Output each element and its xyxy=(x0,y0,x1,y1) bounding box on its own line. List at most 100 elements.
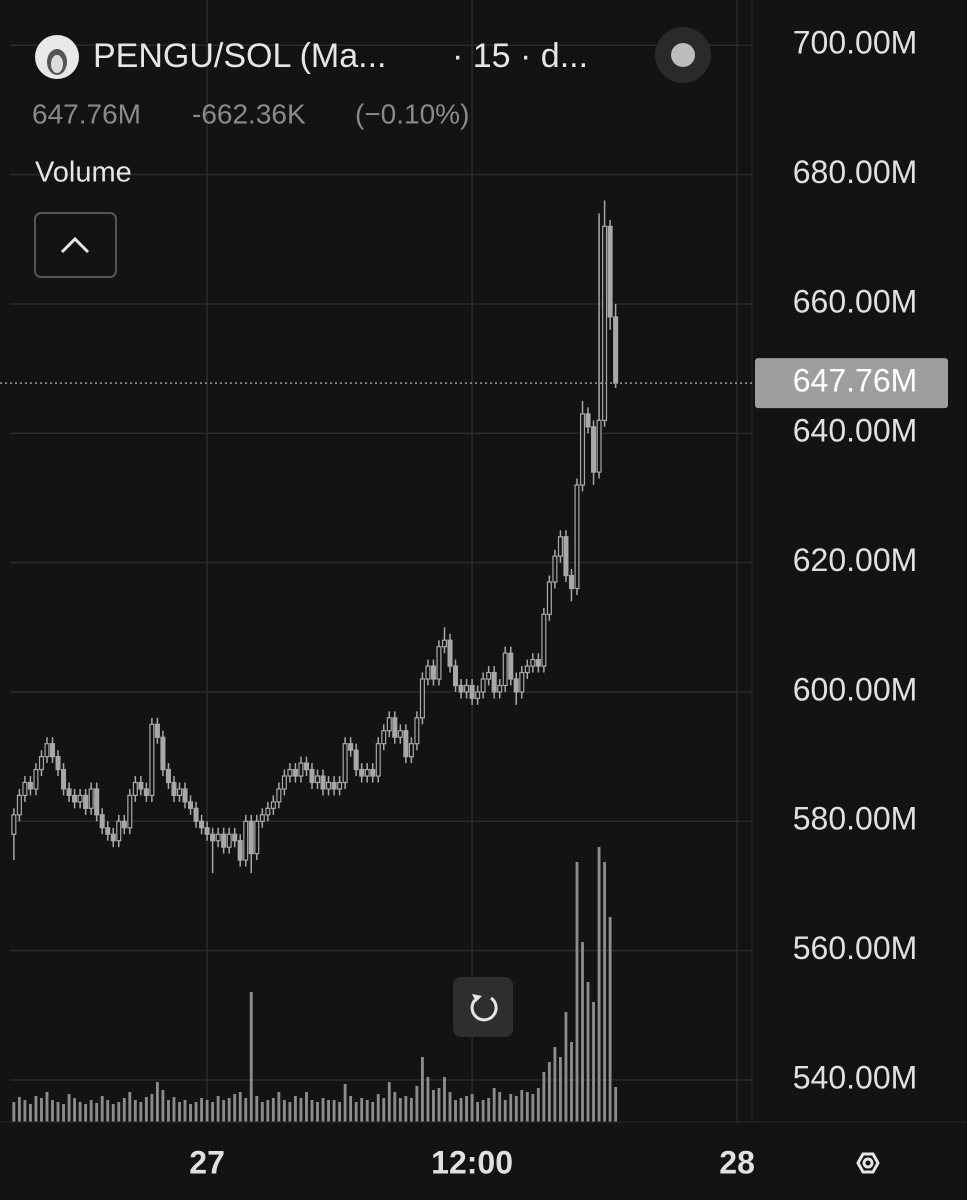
volume-bar xyxy=(111,1104,115,1122)
volume-bar xyxy=(194,1102,198,1122)
volume-bar xyxy=(183,1100,187,1122)
candle-body xyxy=(408,743,414,758)
candle-body xyxy=(568,574,575,590)
y-tick-label: 580.00M xyxy=(793,801,918,837)
candle-body xyxy=(563,536,569,577)
volume-bar xyxy=(249,992,253,1122)
candle-body xyxy=(237,840,243,861)
volume-bar xyxy=(592,1002,595,1122)
candle-body xyxy=(83,794,89,809)
candle-body xyxy=(193,807,199,822)
volume-bar xyxy=(73,1098,77,1122)
candle-body xyxy=(72,794,78,803)
candle-body xyxy=(226,833,232,848)
volume-bar xyxy=(211,1102,215,1122)
reset-button[interactable] xyxy=(453,977,513,1037)
volume-bar xyxy=(178,1102,181,1122)
candle-body xyxy=(248,820,254,855)
candle-body xyxy=(425,665,431,680)
volume-bar xyxy=(608,917,612,1122)
candle-body xyxy=(287,768,293,777)
candle-body xyxy=(353,749,359,771)
volume-bar xyxy=(492,1088,496,1122)
candle-body xyxy=(61,768,67,790)
x-tick-label: 12:00 xyxy=(431,1144,513,1180)
candle-body xyxy=(77,794,83,803)
candle-body xyxy=(143,788,149,797)
candle-body xyxy=(591,426,597,473)
candle-body xyxy=(452,665,459,687)
grid xyxy=(10,0,752,1122)
candle-body xyxy=(221,833,227,848)
volume-bar xyxy=(260,1102,264,1122)
candle-body xyxy=(66,788,72,797)
candle-body xyxy=(331,781,337,790)
volume-bar xyxy=(558,1057,562,1122)
volume-bar xyxy=(84,1104,88,1122)
volume-bar xyxy=(282,1100,286,1122)
volume-bar xyxy=(299,1098,303,1122)
x-tick-label: 27 xyxy=(189,1144,225,1180)
candle-body xyxy=(596,419,602,473)
y-tick-label: 540.00M xyxy=(793,1059,918,1095)
volume-bar xyxy=(437,1088,441,1122)
change: -662.36K xyxy=(192,98,306,129)
volume-bar xyxy=(271,1098,275,1122)
volume-bar xyxy=(106,1100,110,1122)
change-pct: (−0.10%) xyxy=(355,98,469,129)
candle-body xyxy=(210,833,216,842)
candle-body xyxy=(447,639,453,667)
candle-body xyxy=(464,684,470,693)
volume-bar xyxy=(316,1102,319,1122)
volume-bar xyxy=(205,1100,209,1122)
volume-bar xyxy=(454,1100,457,1122)
candle-body xyxy=(33,768,39,790)
settings-button[interactable] xyxy=(856,1152,880,1174)
collapse-button[interactable] xyxy=(34,212,117,278)
reset-icon xyxy=(470,996,498,1022)
y-tick-label: 680.00M xyxy=(793,154,918,190)
indicator-label: Volume xyxy=(35,157,132,189)
volume-bar xyxy=(525,1092,529,1122)
volume-bar xyxy=(514,1096,518,1122)
candle-body xyxy=(497,684,503,693)
volume-bar xyxy=(614,1087,618,1122)
candle-body xyxy=(607,225,613,318)
candle-body xyxy=(110,833,116,842)
candle-body xyxy=(502,652,508,687)
y-tick-label: 700.00M xyxy=(793,25,918,61)
candle-body xyxy=(149,723,155,797)
volume-bar xyxy=(128,1092,132,1122)
candle-body xyxy=(552,555,558,583)
candle-body xyxy=(508,652,514,680)
candle-body xyxy=(397,730,403,738)
volume-bar xyxy=(139,1102,143,1122)
volume-bar xyxy=(503,1100,507,1122)
candle-body xyxy=(392,717,398,738)
volume-bar xyxy=(597,847,601,1122)
token-icon-detail xyxy=(51,55,63,73)
y-tick-label: 640.00M xyxy=(793,413,918,449)
volume-bar xyxy=(12,1102,16,1122)
volume-bar xyxy=(89,1100,93,1122)
candle-body xyxy=(513,678,519,693)
candle-body xyxy=(320,775,326,790)
volume-bar xyxy=(45,1092,49,1122)
volume-bar xyxy=(547,1062,551,1122)
candle-body xyxy=(535,659,541,667)
candle-body xyxy=(480,678,486,693)
candle-body xyxy=(381,730,387,745)
volume-bar xyxy=(415,1086,419,1122)
volume-bar xyxy=(321,1098,325,1122)
volume-bar xyxy=(448,1092,452,1122)
chevron-icon xyxy=(60,236,90,254)
candle-body xyxy=(557,536,563,557)
candle-body xyxy=(403,730,409,758)
volume-bar xyxy=(332,1100,336,1122)
volume-layer xyxy=(12,847,618,1122)
settings-icon xyxy=(862,1157,874,1169)
candle-body xyxy=(121,820,127,829)
candle-body xyxy=(132,781,138,797)
candle-body xyxy=(524,665,530,674)
volume-bar xyxy=(40,1098,43,1122)
